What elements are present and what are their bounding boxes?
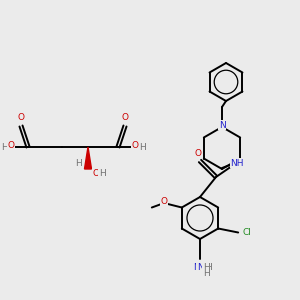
Text: H: H [99,169,105,178]
Text: H: H [202,262,209,272]
Text: O: O [160,197,167,206]
Polygon shape [85,147,92,169]
Text: N: N [196,262,203,272]
Text: O: O [122,113,128,122]
Text: NH: NH [230,158,244,167]
Text: O: O [8,142,14,151]
Text: O: O [92,169,100,178]
Text: H: H [1,142,7,152]
Text: O: O [131,142,139,151]
Text: H: H [206,262,212,272]
Text: N: N [219,121,225,130]
Text: H: H [139,142,145,152]
Text: H: H [202,269,209,278]
Text: NH: NH [193,262,207,272]
Text: O: O [17,113,25,122]
Text: O: O [194,148,202,158]
Text: Cl: Cl [243,228,252,237]
Text: H: H [75,158,81,167]
